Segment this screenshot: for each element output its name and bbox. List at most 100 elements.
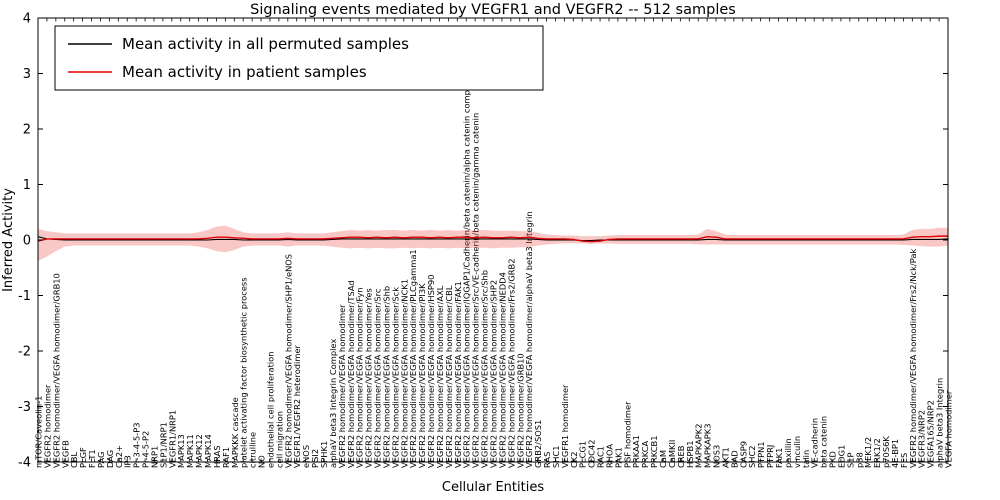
- entity-label: VEGFR1 homodimer: [560, 384, 570, 468]
- entity-label: HRAS: [212, 445, 222, 468]
- entity-label: PKD: [828, 451, 838, 468]
- permuted-mean-line: [37, 236, 949, 242]
- entity-label: VEGFR2 homodimer: [42, 384, 52, 468]
- entity-label: citrulline: [248, 432, 258, 468]
- entity-label: PGF homodimer: [622, 401, 632, 468]
- entity-label: MAPK13: [176, 434, 186, 468]
- entity-label: MEK1/2: [863, 437, 873, 468]
- entity-label: p38: [854, 452, 864, 468]
- entity-label: VEGFR2 homodimer/VEGFA homodimer/Src/VE-…: [471, 113, 481, 468]
- entity-label: VEGFR2 homodimer/VEGFA homodimer/Yes: [364, 288, 374, 468]
- y-tick-label: 2: [23, 123, 31, 138]
- entity-label: VEGFR2 homodimer/VEGFA homodimer/TSAd: [346, 280, 356, 468]
- entity-label: AKT1: [720, 447, 730, 468]
- entity-label: VEGFB: [60, 440, 70, 468]
- entity-label: VEGFR2 homodimer/VEGFA homodimer/CBL: [444, 285, 454, 468]
- y-tick-label: -2: [18, 345, 31, 360]
- entity-label: VEGFR2 homodimer/VEGFA homodimer/AXL: [435, 285, 445, 468]
- entity-label: talin: [801, 450, 811, 468]
- entity-label: PAG: [96, 452, 106, 468]
- y-tick-label: -3: [18, 400, 31, 415]
- entity-label: VEGFR2 homodimer/VEGFA homodimer/Src/Shb: [480, 270, 490, 468]
- entity-label: VEGFR2 homodimer/VEGFA homodimer/Fyn: [355, 287, 365, 468]
- y-tick-label: -4: [18, 456, 31, 471]
- x-tick-marks-group: [37, 18, 949, 462]
- entity-label: VEGFR2 homodimer/VEGFA homodimer/HSP90: [426, 275, 436, 468]
- entity-label: RAF1: [221, 447, 231, 468]
- entity-label: S1P1/NRP1: [158, 422, 168, 468]
- entity-label: VEGFR2 homodimer/VEGFA homodimer/Src: [373, 288, 383, 468]
- entity-label: VEGFR2 homodimer/VEGFA homodimer/IQGAP1/…: [462, 78, 472, 468]
- entity-label: FLT1: [87, 449, 97, 468]
- y-tick-labels-group: -4 -3 -2 -1 0 1 2 3 4: [18, 12, 31, 471]
- y-tick-label: 1: [23, 178, 31, 193]
- entity-label: VEGFA165/NRP2: [926, 400, 936, 468]
- entity-label: PGI2: [310, 449, 320, 468]
- entity-label: VEGFR2 homodimer/VEGFA homodimer/Shb: [381, 286, 391, 468]
- entity-label: RHOA: [604, 444, 614, 468]
- entity-label: VEGFR2 homodimer/VEGFA homodimer/PI3K: [417, 283, 427, 468]
- entity-label: PTPN1: [756, 441, 766, 468]
- entity-label: CDC42: [587, 439, 597, 468]
- entity-label: p70S6K: [881, 436, 891, 468]
- entity-label: SPHK1: [319, 441, 329, 468]
- entity-label: FES: [899, 453, 909, 468]
- entity-label: HSPB1: [685, 441, 695, 468]
- entity-label: CREB: [676, 445, 686, 468]
- entity-label: 4E-BP1: [890, 439, 900, 468]
- y-tick-label: 0: [23, 234, 31, 249]
- y-tick-label: -1: [18, 289, 31, 304]
- entity-label: VEGFR2 homodimer/GRB10: [515, 353, 525, 468]
- entity-label: SHC1: [551, 445, 561, 468]
- x-axis-label: Cellular Entities: [442, 480, 544, 495]
- entity-label: PAK1: [613, 447, 623, 468]
- legend-permuted-label: Mean activity in all permuted samples: [122, 35, 409, 53]
- y-axis-label: Inferred Activity: [1, 188, 16, 292]
- chart-title: Signaling events mediated by VEGFR1 and …: [250, 2, 736, 18]
- entity-label: PI-3-4-5-P3: [132, 422, 142, 468]
- entity-label: endothelial cell proliferation: [265, 352, 275, 468]
- entity-label: S1P: [845, 452, 855, 468]
- entity-label: PRKCA: [640, 440, 650, 468]
- legend-border: [54, 25, 544, 91]
- entity-label: MAPK14: [203, 434, 213, 468]
- entity-label: RAS: [542, 452, 552, 468]
- entity-label: paxillin: [783, 438, 793, 468]
- entity-label: SHC2: [747, 445, 757, 468]
- entity-label: beta catenin: [819, 416, 829, 468]
- entity-label: cell migration: [274, 411, 284, 468]
- entity-label: VEGFR1/VEGFR2 heterodimer: [292, 344, 302, 468]
- entity-label: alphaV beta3 Integrin Complex: [328, 339, 338, 468]
- entity-label: EDG1: [836, 445, 846, 468]
- entity-label: VEGFR2 homodimer/VEGFA homodimer/PLCgamm…: [408, 249, 418, 468]
- entity-label: PRKCB1: [649, 435, 659, 468]
- entity-label: Ca2+: [114, 445, 124, 468]
- entity-label: VEGFR2 homodimer/VEGFA homodimer/NEDD4: [497, 272, 507, 468]
- entity-label: VEGFR2 homodimer/VEGFA homodimer/GRB10: [51, 273, 61, 468]
- entity-label: BAD: [729, 450, 739, 468]
- entity-label: DAG: [105, 450, 115, 468]
- entity-label: RAC1: [596, 446, 606, 468]
- entity-label: VEGFR2 homodimer/VEGFA homodimer: [337, 304, 347, 468]
- y-tick-marks-group: [38, 17, 948, 463]
- entity-label: vinculin: [792, 436, 802, 468]
- entity-label: MAPK12: [194, 434, 204, 468]
- series-lines-group: [37, 235, 949, 243]
- entity-label: VEGFR2 homodimer/VEGFA homodimer/alphaV …: [524, 211, 534, 468]
- y-tick-label: 3: [23, 67, 31, 82]
- entity-label: CASP9: [738, 441, 748, 468]
- entity-label: NO: [257, 455, 267, 468]
- entity-label: VEGFR3/NRP2: [917, 410, 927, 468]
- entity-label: MAPK11: [185, 434, 195, 468]
- entity-label: VEGFR1/NRP1: [167, 410, 177, 468]
- entity-label: eNOS: [301, 445, 311, 468]
- entity-label: CK2: [569, 451, 579, 468]
- entity-label: CaM: [658, 450, 668, 468]
- entity-label: CaMKII: [667, 440, 677, 468]
- entity-label: PI-4-5-P2: [141, 431, 151, 468]
- patient-confidence-band: [38, 225, 948, 262]
- confidence-band-group: [38, 225, 948, 262]
- entity-label: ERK1/2: [872, 438, 882, 468]
